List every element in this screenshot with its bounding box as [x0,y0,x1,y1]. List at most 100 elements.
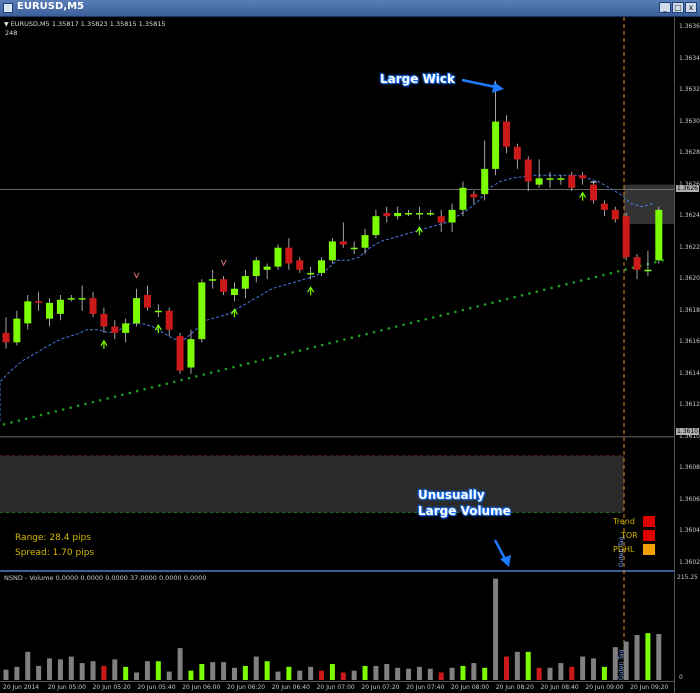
bar-count: 248 [5,29,18,37]
volume-bar [319,670,325,680]
candle-body [2,332,10,343]
window-titlebar[interactable]: EURUSD,M5 _ □ x [0,0,700,17]
trend-dot [402,323,405,327]
time-tick-label: 20 Jun 08:40 [540,684,579,691]
tor-zone [624,184,674,225]
volume-bar [264,661,270,680]
collapse-arrow-icon[interactable]: ▼ [4,21,9,28]
trend-dot [313,345,317,349]
volume-bar [3,669,9,680]
trend-dot [565,282,568,286]
trend-dot [624,268,627,271]
candle-body [13,318,21,343]
candle-body [122,323,130,333]
candle-body [296,260,304,270]
time-axis[interactable] [0,681,674,693]
volume-bar [558,663,564,680]
minimize-button[interactable]: _ [659,2,671,13]
legend-status-box [643,530,655,541]
sell-signal-marker [220,259,227,267]
sell-signal-marker [133,272,140,279]
trend-dot [520,294,524,297]
trend-dot [468,306,472,310]
candle-body [46,302,54,319]
trend-dot [180,378,183,382]
volume-bar [144,661,150,680]
trend-dot [572,281,576,284]
candle-body [78,298,86,300]
volume-bar [416,666,422,680]
candle-body [154,310,162,313]
pane-divider[interactable] [0,570,674,572]
volume-bar [275,671,281,680]
price-tick-label: 1.3604 [679,527,700,535]
volume-bar [514,651,520,680]
large-wick-annotation: Large Wick [380,72,456,86]
candle-body [241,276,249,289]
trend-dot [10,421,13,424]
candle-body [448,209,456,223]
trend-dot [187,376,191,380]
trend-dot [158,384,161,387]
trend-dot [343,338,346,341]
price-tick-label: 1.3628 [679,149,700,157]
volume-bar [123,666,129,680]
candle-body [459,187,467,210]
volume-bar [297,670,303,680]
candle-body [502,121,510,147]
candle-body [611,209,619,220]
volume-bar [503,656,509,680]
maximize-button[interactable]: □ [672,2,684,13]
candle-body [644,269,652,272]
volume-bar [68,656,74,680]
volume-bar [25,651,31,680]
price-axis[interactable] [674,17,700,693]
candle-body [263,266,271,270]
time-tick-label: 20 Jun 2014 [3,684,40,691]
trend-dot [461,308,465,312]
candle-body [481,168,489,195]
volume-bar [634,634,640,680]
candle-body [492,121,500,169]
trend-dot [387,327,391,330]
price-tick-label: 1.3636 [679,23,700,30]
buy-signal-arrow [307,286,315,296]
volume-annotation-line1: Unusually [418,488,485,502]
candle-body [394,213,402,217]
buy-signal-arrow [415,226,423,236]
large-wick-arrow-head [492,82,504,93]
trend-dot [209,371,213,374]
trend-dot [535,290,539,293]
time-tick-label: 20 Jun 06:00 [182,684,221,691]
time-tick-label: 20 Jun 07:00 [316,684,355,691]
price-tick-label: 1.3602 [679,559,700,566]
price-tick-label: 1.3612 [679,401,700,409]
volume-bar [601,666,607,680]
candle-body [372,216,380,236]
trend-dot [172,380,176,384]
trend-dot [232,365,235,369]
current-price-tag: 1.3626 [676,185,699,192]
close-button[interactable]: x [685,2,697,13]
trend-dot [424,317,428,321]
volume-bar [210,662,216,680]
time-tick-label: 20 Jun 07:20 [361,684,400,691]
volume-annotation-line2: Large Volume [418,504,511,518]
candle-body [655,209,663,261]
volume-bar [155,661,161,680]
candle-body [361,235,369,248]
trend-dot [528,292,531,295]
candle-body [405,213,413,215]
candle-body [568,175,576,188]
time-tick-label: 20 Jun 08:20 [495,684,534,691]
candle-body [546,178,554,180]
trend-dot [150,386,154,389]
candle-body [35,301,43,303]
volume-bar [253,656,259,680]
volume-bar [536,667,542,680]
volume-bar [112,659,118,680]
vertical-line-label-volume: Guten Tag [618,649,625,680]
price-tick-label: 1.3608 [679,464,700,472]
candle-body [67,298,75,300]
volume-bar [188,670,194,680]
